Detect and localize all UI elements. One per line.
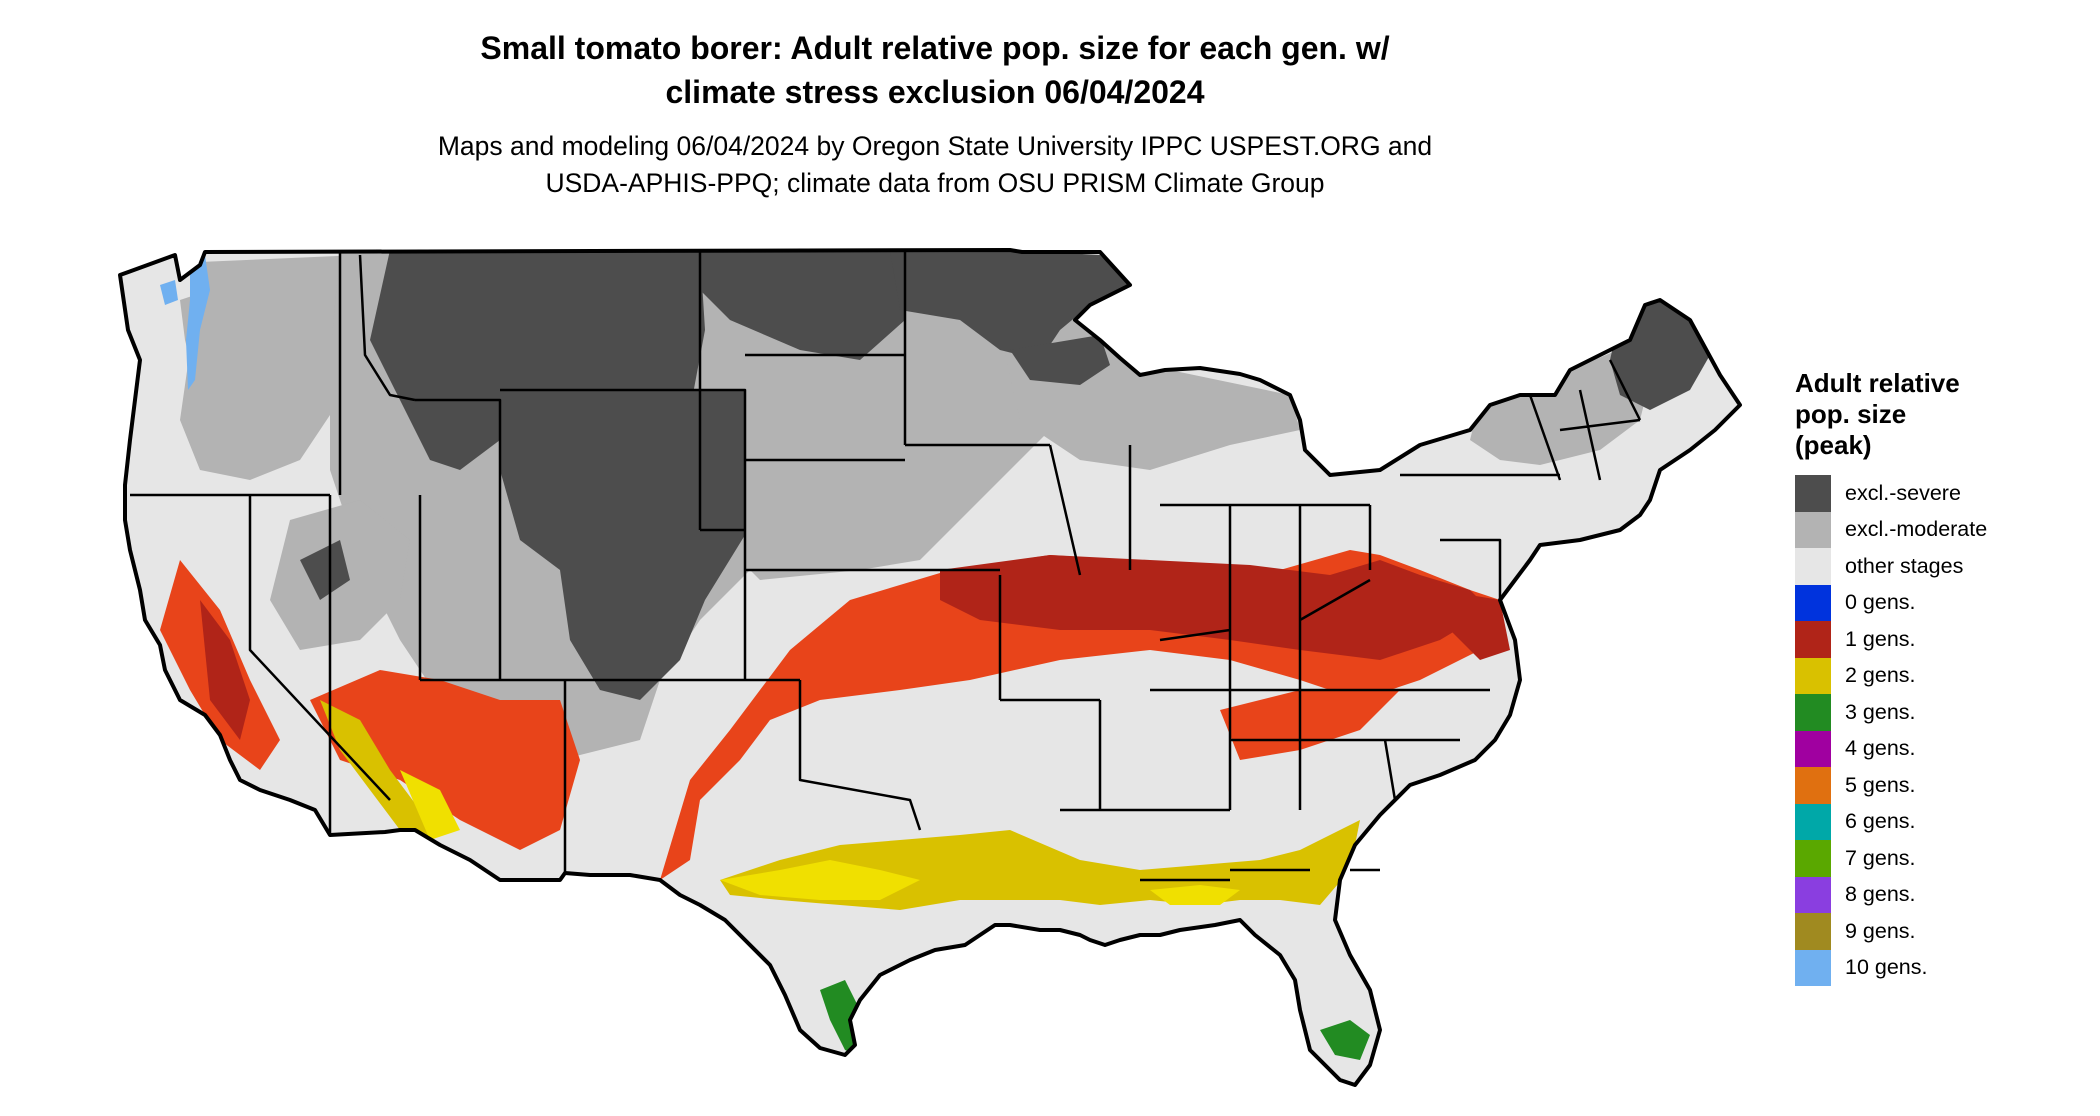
legend-swatch	[1795, 548, 1831, 585]
legend-item: 1 gens.	[1795, 621, 2095, 658]
legend-swatch	[1795, 730, 1831, 767]
map-subtitle-line-1: Maps and modeling 06/04/2024 by Oregon S…	[437, 131, 1433, 161]
legend-item: excl.-severe	[1795, 475, 2095, 512]
legend-title-line-3: (peak)	[1795, 430, 1872, 460]
legend-items: excl.-severe excl.-moderate other stages 0 …	[1795, 475, 2095, 986]
legend-item: 5 gens.	[1795, 767, 2095, 804]
legend-item: excl.-moderate	[1795, 511, 2095, 548]
legend-label: excl.-severe	[1845, 480, 1961, 505]
map-subtitle-line-2: USDA-APHIS-PPQ; climate data from OSU PR…	[545, 168, 1325, 198]
legend-label: excl.-moderate	[1845, 517, 1988, 542]
map-zones	[160, 250, 1710, 1060]
legend-item: 4 gens.	[1795, 730, 2095, 767]
legend-item: 7 gens.	[1795, 840, 2095, 877]
legend-label: 4 gens.	[1845, 736, 1916, 761]
legend-swatch	[1795, 913, 1831, 950]
legend-item: 0 gens.	[1795, 584, 2095, 621]
state-borders	[118, 248, 1742, 1087]
legend-swatch	[1795, 511, 1831, 548]
three-gen-zones	[820, 980, 1370, 1060]
legend-swatch	[1795, 621, 1831, 658]
legend-label: 9 gens.	[1845, 918, 1916, 943]
legend-swatch	[1795, 475, 1831, 512]
legend-swatch	[1795, 767, 1831, 804]
legend-item: 2 gens.	[1795, 657, 2095, 694]
legend-swatch	[1795, 694, 1831, 731]
legend-item: other stages	[1795, 548, 2095, 585]
legend-item: 8 gens.	[1795, 876, 2095, 913]
legend-label: other stages	[1845, 553, 1964, 578]
legend-label: 0 gens.	[1845, 590, 1916, 615]
legend-swatch	[1795, 803, 1831, 840]
legend-title-line-1: Adult relative	[1795, 368, 1960, 398]
legend-swatch	[1795, 949, 1831, 986]
map-title: Small tomato borer: Adult relative pop. …	[0, 26, 1870, 114]
legend-swatch	[1795, 584, 1831, 621]
legend-item: 6 gens.	[1795, 803, 2095, 840]
legend-label: 7 gens.	[1845, 845, 1916, 870]
severe-exclusion-zones	[300, 250, 1710, 815]
legend-swatch	[1795, 657, 1831, 694]
legend-label: 10 gens.	[1845, 955, 1928, 980]
map-legend: Adult relative pop. size (peak) excl.-se…	[1795, 368, 2095, 986]
us-map	[118, 248, 1742, 1087]
legend-item: 10 gens.	[1795, 949, 2095, 986]
legend-label: 3 gens.	[1845, 699, 1916, 724]
legend-item: 9 gens.	[1795, 913, 2095, 950]
legend-title: Adult relative pop. size (peak)	[1795, 368, 2095, 461]
legend-item: 3 gens.	[1795, 694, 2095, 731]
legend-label: 6 gens.	[1845, 809, 1916, 834]
one-gen-core	[200, 555, 1510, 740]
map-title-line-1: Small tomato borer: Adult relative pop. …	[480, 30, 1390, 66]
map-subtitle: Maps and modeling 06/04/2024 by Oregon S…	[0, 128, 1870, 202]
legend-swatch	[1795, 840, 1831, 877]
legend-swatch	[1795, 876, 1831, 913]
legend-title-line-2: pop. size	[1795, 399, 1907, 429]
legend-label: 1 gens.	[1845, 626, 1916, 651]
legend-label: 2 gens.	[1845, 663, 1916, 688]
legend-label: 8 gens.	[1845, 882, 1916, 907]
ten-gen-zones	[160, 255, 210, 390]
map-title-line-2: climate stress exclusion 06/04/2024	[665, 74, 1205, 110]
two-gen-light	[400, 770, 1240, 905]
legend-label: 5 gens.	[1845, 772, 1916, 797]
